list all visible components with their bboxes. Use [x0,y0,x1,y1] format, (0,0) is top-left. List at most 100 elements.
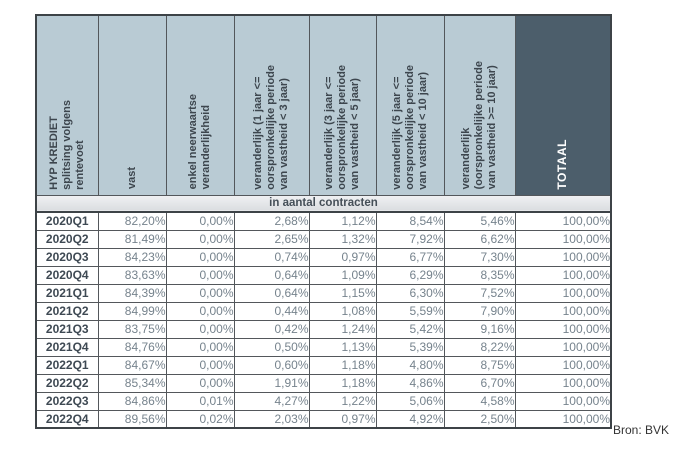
table-row: 2020Q4 83,63% 0,00% 0,64% 1,09% 6,29% 8,35% 100… [35,265,612,285]
value-cell: 100,00% [514,229,612,249]
value-cell: 0,64% [233,283,310,303]
column-header-veranderlijk-10plus-jaar: veranderlijk (oorspronkelijke periode va… [443,14,516,196]
table-row: 2020Q3 84,23% 0,00% 0,74% 0,97% 6,77% 7,30% 100… [35,247,612,267]
value-cell: 5,59% [375,301,445,321]
value-cell: 0,00% [165,337,235,357]
value-cell: 2,03% [233,409,310,429]
value-cell: 6,70% [443,373,516,393]
value-cell: 9,16% [443,319,516,339]
value-cell: 100,00% [514,409,612,429]
value-cell: 0,74% [233,247,310,267]
column-header-veranderlijk-1-3-jaar: veranderlijk (1 jaar <= oorspronkelijke … [233,14,310,196]
column-header-label: vast [125,167,138,190]
value-cell: 1,32% [308,229,377,249]
header-row: HYP KREDIET splitsing volgens rentevoet … [35,14,612,196]
value-cell: 0,00% [165,301,235,321]
value-cell: 6,29% [375,265,445,285]
value-cell: 100,00% [514,319,612,339]
table-row: 2022Q2 85,34% 0,00% 1,91% 1,18% 4,86% 6,70% 100… [35,373,612,393]
value-cell: 6,30% [375,283,445,303]
unit-band-label: in aantal contracten [35,194,612,213]
table-row: 2022Q1 84,67% 0,00% 0,60% 1,18% 4,80% 8,75% 100… [35,355,612,375]
value-cell: 0,60% [233,355,310,375]
value-cell: 0,01% [165,391,235,411]
column-header-vast: vast [97,14,167,196]
column-header-label: enkel neerwaartse veranderlijkheid [187,94,212,190]
value-cell: 81,49% [97,229,167,249]
value-cell: 1,24% [308,319,377,339]
value-cell: 7,30% [443,247,516,267]
column-header-veranderlijk-5-10-jaar: veranderlijk (5 jaar <= oorspronkelijke … [375,14,445,196]
column-header-label: veranderlijk (oorspronkelijke periode va… [460,61,498,190]
quarter-label: 2022Q2 [35,373,99,393]
value-cell: 0,00% [165,319,235,339]
value-cell: 2,65% [233,229,310,249]
value-cell: 8,75% [443,355,516,375]
value-cell: 0,97% [308,247,377,267]
value-cell: 1,91% [233,373,310,393]
value-cell: 100,00% [514,283,612,303]
quarter-label: 2021Q4 [35,337,99,357]
value-cell: 4,92% [375,409,445,429]
value-cell: 6,62% [443,229,516,249]
value-cell: 83,75% [97,319,167,339]
value-cell: 8,22% [443,337,516,357]
value-cell: 0,00% [165,265,235,285]
quarter-label: 2022Q4 [35,409,99,429]
value-cell: 1,15% [308,283,377,303]
table-row: 2020Q2 81,49% 0,00% 2,65% 1,32% 7,92% 6,62% 100… [35,229,612,249]
value-cell: 8,54% [375,211,445,231]
value-cell: 0,44% [233,301,310,321]
column-header-label: veranderlijk (5 jaar <= oorspronkelijke … [390,64,429,190]
table-row: 2022Q4 89,56% 0,02% 2,03% 0,97% 4,92% 2,50% 100… [35,409,612,429]
corner-header: HYP KREDIET splitsing volgens rentevoet [35,14,99,196]
value-cell: 1,13% [308,337,377,357]
value-cell: 100,00% [514,355,612,375]
value-cell: 100,00% [514,265,612,285]
value-cell: 5,39% [375,337,445,357]
value-cell: 0,00% [165,211,235,231]
value-cell: 0,42% [233,319,310,339]
quarter-label: 2021Q1 [35,283,99,303]
value-cell: 6,77% [375,247,445,267]
value-cell: 100,00% [514,373,612,393]
value-cell: 0,00% [165,373,235,393]
value-cell: 7,90% [443,301,516,321]
value-cell: 85,34% [97,373,167,393]
value-cell: 0,50% [233,337,310,357]
value-cell: 84,86% [97,391,167,411]
value-cell: 84,99% [97,301,167,321]
unit-band-row: in aantal contracten [35,194,612,213]
table-row: 2021Q1 84,39% 0,00% 0,64% 1,15% 6,30% 7,52% 100… [35,283,612,303]
quarter-label: 2021Q3 [35,319,99,339]
value-cell: 1,18% [308,373,377,393]
value-cell: 5,46% [443,211,516,231]
column-header-label: TOTAAL [555,138,570,190]
value-cell: 5,42% [375,319,445,339]
quarter-label: 2022Q1 [35,355,99,375]
value-cell: 4,80% [375,355,445,375]
value-cell: 7,52% [443,283,516,303]
column-header-enkel-neerwaartse: enkel neerwaartse veranderlijkheid [165,14,235,196]
table-row: 2021Q3 83,75% 0,00% 0,42% 1,24% 5,42% 9,16% 100… [35,319,612,339]
value-cell: 1,12% [308,211,377,231]
table-row: 2021Q4 84,76% 0,00% 0,50% 1,13% 5,39% 8,22% 100… [35,337,612,357]
value-cell: 1,22% [308,391,377,411]
source-note: Bron: BVK [613,423,670,437]
value-cell: 89,56% [97,409,167,429]
value-cell: 0,00% [165,229,235,249]
table-body: 2020Q1 82,20% 0,00% 2,68% 1,12% 8,54% 5,46% 100… [35,211,612,429]
value-cell: 8,35% [443,265,516,285]
table-row: 2020Q1 82,20% 0,00% 2,68% 1,12% 8,54% 5,46% 100… [35,211,612,231]
rate-split-table: HYP KREDIET splitsing volgens rentevoet … [35,14,612,429]
column-header-label: veranderlijk (3 jaar <= oorspronkelijke … [323,64,361,190]
table-row: 2021Q2 84,99% 0,00% 0,44% 1,08% 5,59% 7,90% 100… [35,301,612,321]
value-cell: 100,00% [514,301,612,321]
value-cell: 0,00% [165,247,235,267]
value-cell: 1,08% [308,301,377,321]
hyp-krediet-table: HYP KREDIET splitsing volgens rentevoet … [35,14,612,429]
value-cell: 7,92% [375,229,445,249]
value-cell: 84,23% [97,247,167,267]
value-cell: 5,06% [375,391,445,411]
value-cell: 84,76% [97,337,167,357]
